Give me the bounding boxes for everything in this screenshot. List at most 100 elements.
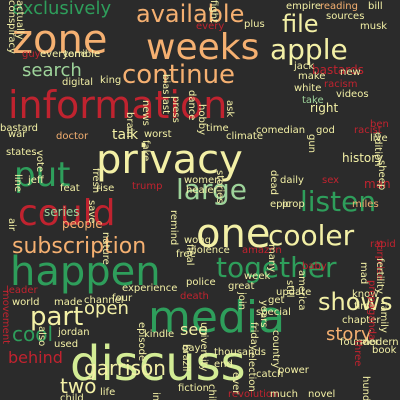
cloud-word: bias xyxy=(160,74,171,95)
cloud-word: man xyxy=(364,177,391,191)
cloud-word: join xyxy=(236,292,247,311)
cloud-word: still xyxy=(284,280,295,298)
cloud-word: university xyxy=(198,322,209,372)
cloud-word: people xyxy=(62,217,103,231)
cloud-word: available xyxy=(136,0,245,28)
cloud-word: death xyxy=(180,291,209,302)
cloud-word: violence xyxy=(188,245,230,256)
cloud-word: world xyxy=(12,297,40,308)
cloud-word: children xyxy=(206,384,217,400)
cloud-word: gay xyxy=(182,343,201,354)
cloud-word: fake xyxy=(140,140,151,162)
cloud-word: plus xyxy=(244,19,265,30)
cloud-word: file xyxy=(282,10,319,38)
cloud-word: vote xyxy=(34,150,45,173)
cloud-word: jack xyxy=(294,61,315,72)
cloud-word: sheep xyxy=(376,160,387,191)
cloud-word: election xyxy=(246,352,257,392)
cloud-word: three xyxy=(352,340,363,367)
cloud-word: brain xyxy=(124,112,135,138)
cloud-word: god xyxy=(316,125,335,136)
cloud-word: modern xyxy=(360,337,399,348)
cloud-word: great xyxy=(228,281,255,292)
cloud-word: right xyxy=(310,101,339,115)
cloud-word: first xyxy=(354,301,374,312)
cloud-word: everyone xyxy=(40,49,87,60)
cloud-word: bastards xyxy=(312,63,364,77)
cloud-word: part xyxy=(30,302,84,332)
cloud-word: series xyxy=(44,205,80,219)
cloud-word: nature xyxy=(100,232,111,265)
cloud-word: continue xyxy=(122,60,236,90)
cloud-word: news xyxy=(140,100,151,126)
cloud-word: shows xyxy=(318,288,393,316)
cloud-word: cool xyxy=(12,322,54,346)
cloud-word: founder xyxy=(340,337,379,348)
cloud-word: chapter xyxy=(342,315,381,326)
cloud-word: special xyxy=(256,307,291,318)
cloud-word: life xyxy=(100,387,116,398)
cloud-word: friday xyxy=(248,322,259,351)
cloud-word: king xyxy=(100,75,122,86)
cloud-word: dead xyxy=(268,170,279,195)
cloud-word: white xyxy=(294,83,322,94)
cloud-word: episode xyxy=(136,322,147,362)
cloud-word: listen xyxy=(300,185,377,218)
cloud-word: exclusively xyxy=(12,0,112,19)
cloud-word: war xyxy=(8,129,27,140)
cloud-word: line xyxy=(12,174,23,193)
cloud-word: discuss xyxy=(70,336,246,392)
cloud-word: rapid xyxy=(370,239,396,250)
cloud-word: police xyxy=(186,277,216,288)
cloud-word: talk xyxy=(112,127,139,143)
cloud-word: worst xyxy=(144,129,172,140)
cloud-word: movement xyxy=(0,290,11,345)
cloud-word: women xyxy=(184,175,221,186)
cloud-word: dance xyxy=(186,90,197,121)
cloud-word: open xyxy=(84,298,129,319)
cloud-word: mad xyxy=(358,262,369,285)
cloud-word: four xyxy=(112,293,133,304)
cloud-word: prop xyxy=(282,199,305,210)
cloud-word: jeff xyxy=(28,175,44,186)
cloud-word: experience xyxy=(122,283,178,294)
cloud-word: press xyxy=(170,96,181,123)
cloud-word: family xyxy=(378,302,389,333)
cloud-word: could xyxy=(18,193,116,234)
cloud-word: ben xyxy=(370,119,389,130)
cloud-word: air xyxy=(6,218,17,232)
cloud-word: reading xyxy=(320,1,358,12)
cloud-word: trump xyxy=(132,181,163,192)
cloud-word: ask xyxy=(224,100,235,118)
cloud-word: update xyxy=(276,287,312,298)
cloud-word: know xyxy=(352,289,379,300)
cloud-word: guy xyxy=(22,49,41,60)
cloud-word: happen xyxy=(10,249,161,295)
cloud-word: privacy xyxy=(96,137,243,183)
cloud-word: racism xyxy=(324,79,358,90)
cloud-word: gun xyxy=(306,134,317,154)
cloud-word: miles xyxy=(352,199,379,210)
cloud-word: get xyxy=(268,295,285,306)
cloud-word: fertility xyxy=(374,258,385,294)
cloud-word: hundred xyxy=(360,376,371,400)
cloud-word: week xyxy=(244,271,271,282)
cloud-word: jordan xyxy=(58,327,90,338)
cloud-word: doctor xyxy=(56,131,89,142)
cloud-word: power xyxy=(278,365,309,376)
cloud-word: save xyxy=(86,200,97,224)
cloud-word: story xyxy=(326,324,372,345)
cloud-word: wong xyxy=(184,235,211,246)
cloud-word: media xyxy=(148,292,286,343)
cloud-word: rise xyxy=(96,183,115,194)
cloud-word: new xyxy=(340,67,361,78)
cloud-word: large xyxy=(176,173,247,206)
cloud-word: digital xyxy=(62,77,94,88)
cloud-word: revolution xyxy=(228,389,279,400)
cloud-word: feat xyxy=(60,183,80,194)
cloud-word: history xyxy=(342,151,384,165)
cloud-word: sources xyxy=(326,11,365,22)
cloud-word: fiction xyxy=(178,383,209,394)
cloud-word: leader xyxy=(6,285,38,296)
